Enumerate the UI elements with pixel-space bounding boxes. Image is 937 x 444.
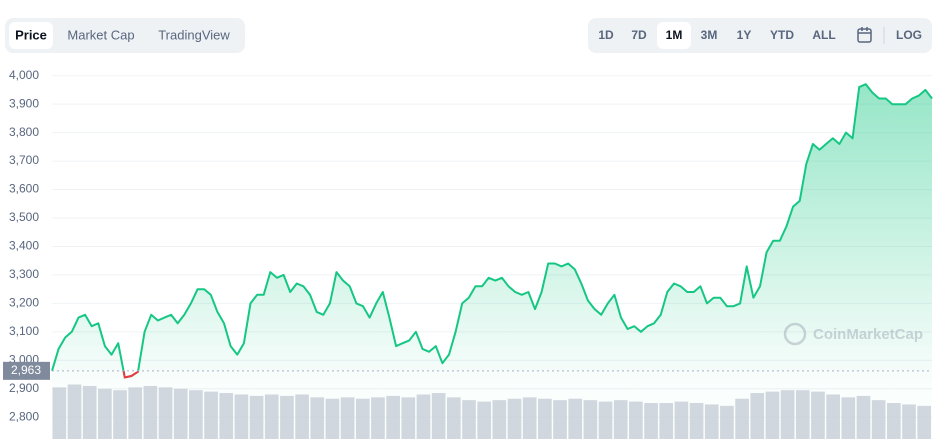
tab[interactable]: TradingView xyxy=(158,27,230,42)
range-button[interactable]: 7D xyxy=(631,28,647,42)
range-active-bg xyxy=(657,22,691,49)
y-tick-label: 3,200 xyxy=(9,296,39,310)
y-tick-label: 2,800 xyxy=(9,409,39,423)
watermark-text: CoinMarketCap xyxy=(813,326,923,343)
range-button[interactable]: 1D xyxy=(598,28,614,42)
range-button[interactable]: ALL xyxy=(812,28,835,42)
tab[interactable]: Price xyxy=(15,27,47,42)
tab[interactable]: Market Cap xyxy=(67,27,134,42)
range-button[interactable]: 1Y xyxy=(737,28,752,42)
y-tick-label: 3,700 xyxy=(9,153,39,167)
y-tick-label: 3,600 xyxy=(9,182,39,196)
y-tick-label: 3,500 xyxy=(9,210,39,224)
range-button[interactable]: 3M xyxy=(701,28,718,42)
tab-active-bg xyxy=(9,22,53,49)
watermark-logo xyxy=(783,322,807,346)
tab-group xyxy=(5,18,245,53)
reference-label-bg xyxy=(3,361,50,380)
y-tick-label: 3,100 xyxy=(9,324,39,338)
area xyxy=(52,84,932,440)
price-line xyxy=(51,83,933,379)
y-tick-label: 4,000 xyxy=(9,68,39,82)
reference-label: 2,963 xyxy=(11,363,41,377)
y-tick-label: 3,900 xyxy=(9,96,39,110)
calendar-icon xyxy=(857,28,872,43)
range-button[interactable]: 1M xyxy=(666,28,683,42)
range-button[interactable]: YTD xyxy=(770,28,794,42)
y-tick-label: 3,400 xyxy=(9,239,39,253)
watermark: CoinMarketCap xyxy=(783,322,923,346)
log-button[interactable]: LOG xyxy=(896,28,922,42)
y-tick-label: 3,300 xyxy=(9,267,39,281)
calendar-button[interactable] xyxy=(857,27,872,43)
y-tick-label: 2,900 xyxy=(9,381,39,395)
y-tick-label: 3,800 xyxy=(9,125,39,139)
